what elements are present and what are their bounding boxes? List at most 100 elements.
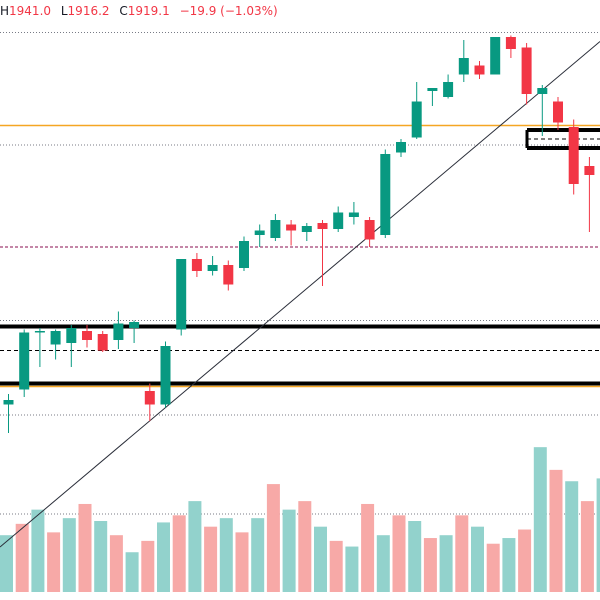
volume-bar-26 — [408, 521, 422, 592]
volume-bar-33 — [518, 529, 532, 592]
candle-37 — [584, 157, 595, 232]
candle-body-36 — [568, 127, 579, 184]
candle-body-17 — [270, 220, 281, 238]
candle-body-20 — [317, 223, 328, 229]
horizontal-levels — [0, 32, 600, 515]
candle-5 — [82, 325, 92, 348]
candle-27 — [427, 88, 438, 106]
volume-bar-15 — [235, 532, 249, 592]
volume-bar-8 — [125, 552, 139, 592]
candle-body-24 — [380, 154, 391, 235]
candle-15 — [239, 236, 249, 271]
candle-13 — [207, 256, 218, 276]
candle-body-3 — [50, 331, 61, 345]
candle-29 — [458, 40, 469, 82]
volume-bar-13 — [204, 526, 218, 592]
candle-body-19 — [301, 226, 312, 232]
candle-8 — [129, 320, 140, 343]
candle-body-10 — [160, 346, 171, 405]
volume-bar-27 — [423, 538, 437, 592]
candle-body-1 — [19, 332, 30, 390]
candle-11 — [176, 259, 187, 336]
candle-body-35 — [553, 101, 563, 123]
candle-body-26 — [411, 101, 422, 138]
candle-body-12 — [191, 259, 202, 271]
volume-bar-6 — [94, 521, 108, 592]
volume-bar-22 — [345, 546, 359, 592]
candle-body-14 — [223, 265, 234, 285]
candle-body-8 — [129, 322, 140, 328]
candle-22 — [348, 202, 359, 225]
volume-bar-3 — [47, 532, 61, 592]
candle-body-31 — [490, 37, 501, 75]
close-value: 1919.1 — [127, 4, 170, 18]
candle-body-22 — [348, 212, 359, 217]
volume-bar-31 — [486, 543, 500, 592]
candle-26 — [411, 82, 422, 139]
trendline-layer[interactable] — [0, 41, 600, 548]
volume-bar-37 — [580, 501, 594, 592]
volume-bar-19 — [298, 501, 312, 592]
volume-bar-28 — [439, 535, 453, 592]
trendline[interactable] — [0, 41, 600, 548]
volume-bar-7 — [109, 535, 123, 592]
candle-20 — [317, 220, 328, 286]
candle-12 — [191, 253, 202, 277]
candle-body-21 — [333, 212, 344, 229]
candle-body-28 — [443, 82, 454, 97]
volume-bar-35 — [549, 469, 563, 592]
candle-17 — [270, 214, 281, 241]
candle-body-33 — [521, 47, 532, 94]
low-value: 1916.2 — [67, 4, 110, 18]
candle-28 — [443, 74, 454, 99]
volume-bar-5 — [78, 503, 92, 592]
low-label: L — [60, 4, 68, 18]
candle-body-37 — [584, 166, 595, 175]
candle-10 — [160, 341, 171, 408]
high-value: 1941.0 — [9, 4, 52, 18]
price-zones — [0, 128, 600, 386]
volume-bar-10 — [157, 522, 170, 592]
candle-body-30 — [474, 65, 485, 75]
volume-bar-2 — [31, 509, 45, 592]
candle-body-29 — [458, 58, 469, 75]
candle-7 — [113, 311, 124, 349]
candle-6 — [97, 331, 108, 352]
volume-bar-17 — [266, 484, 280, 592]
close-label: C — [119, 4, 128, 18]
candle-body-34 — [537, 88, 548, 94]
candle-body-5 — [82, 331, 92, 340]
candle-2 — [34, 328, 45, 367]
volume-bar-18 — [282, 509, 296, 592]
candle-body-7 — [113, 323, 124, 340]
candle-body-16 — [254, 230, 265, 235]
volume-bar-21 — [329, 540, 343, 592]
candle-3 — [50, 329, 61, 360]
candle-18 — [286, 220, 297, 246]
candle-body-6 — [97, 334, 108, 351]
candle-1 — [19, 329, 30, 397]
candle-34 — [537, 85, 548, 136]
candle-body-15 — [239, 241, 249, 268]
candle-30 — [474, 61, 485, 79]
volume-bar-34 — [533, 447, 547, 592]
candle-21 — [333, 206, 344, 232]
volume-bar-4 — [62, 518, 76, 592]
volume-bar-38 — [596, 478, 600, 592]
volume-bar-20 — [314, 526, 327, 592]
volume-bar-30 — [471, 526, 484, 592]
change-value: −19.9 (−1.03%) — [179, 4, 278, 18]
candle-body-9 — [144, 391, 155, 405]
candle-body-32 — [505, 37, 516, 49]
volume-bar-0 — [0, 535, 13, 592]
candle-body-11 — [176, 259, 187, 330]
candle-16 — [254, 224, 265, 247]
candle-body-2 — [34, 331, 45, 333]
candle-body-13 — [207, 265, 218, 271]
candle-32 — [505, 35, 516, 58]
candle-0 — [3, 394, 14, 433]
volume-bars — [0, 447, 600, 592]
candle-19 — [301, 223, 312, 241]
candle-24 — [380, 149, 391, 238]
